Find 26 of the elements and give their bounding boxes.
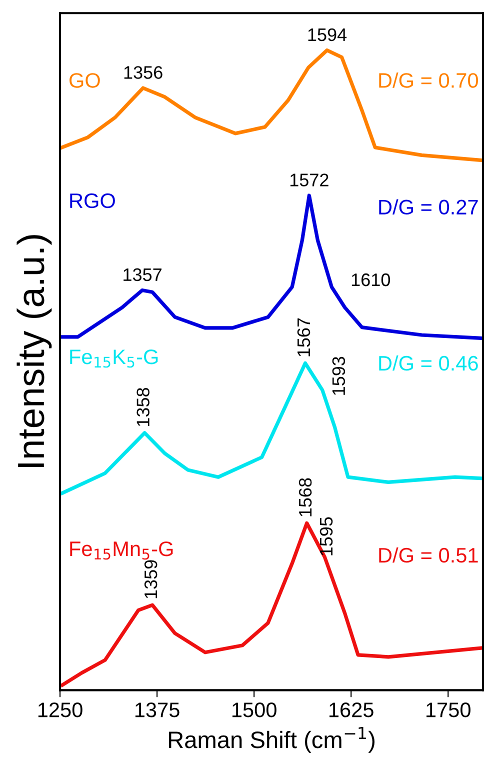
x-tick-label: 1750 (426, 702, 470, 718)
annotation: 1572 (290, 174, 328, 186)
text: RGO (70, 193, 115, 208)
annotation: 1359 (144, 560, 158, 598)
annotation: 1358 (136, 388, 150, 426)
annotation: 1357 (124, 268, 162, 282)
annotation: 1356 (124, 66, 162, 79)
annotation: 1593 (332, 356, 346, 395)
x-tick-label: 1250 (38, 702, 82, 718)
x-axis-title: Raman Shift (cm$^{−1}$) (168, 726, 374, 753)
annotation: 1568 (298, 478, 312, 516)
text: Fe$_{15}$Mn$_{5}$-G (70, 541, 173, 560)
annotation: 1567 (297, 318, 310, 356)
y-axis-title: Intensity (a.u.) (16, 235, 52, 467)
annotation: D/G = 0.51 (379, 547, 478, 563)
annotation: D/G = 0.27 (379, 199, 478, 215)
series-label: GO (70, 73, 100, 88)
annotation: D/G = 0.46 (379, 355, 478, 371)
annotation: 1595 (320, 517, 333, 556)
x-tick-label: 1500 (232, 702, 276, 718)
annotation: D/G = 0.70 (379, 72, 478, 88)
x-tick-label: 1625 (330, 702, 374, 718)
x-tick-label: 1375 (135, 702, 180, 718)
text: Fe$_{15}$K$_{5}$-G (70, 349, 158, 368)
annotation: 1610 (352, 273, 390, 286)
annotation: 1594 (308, 28, 347, 42)
